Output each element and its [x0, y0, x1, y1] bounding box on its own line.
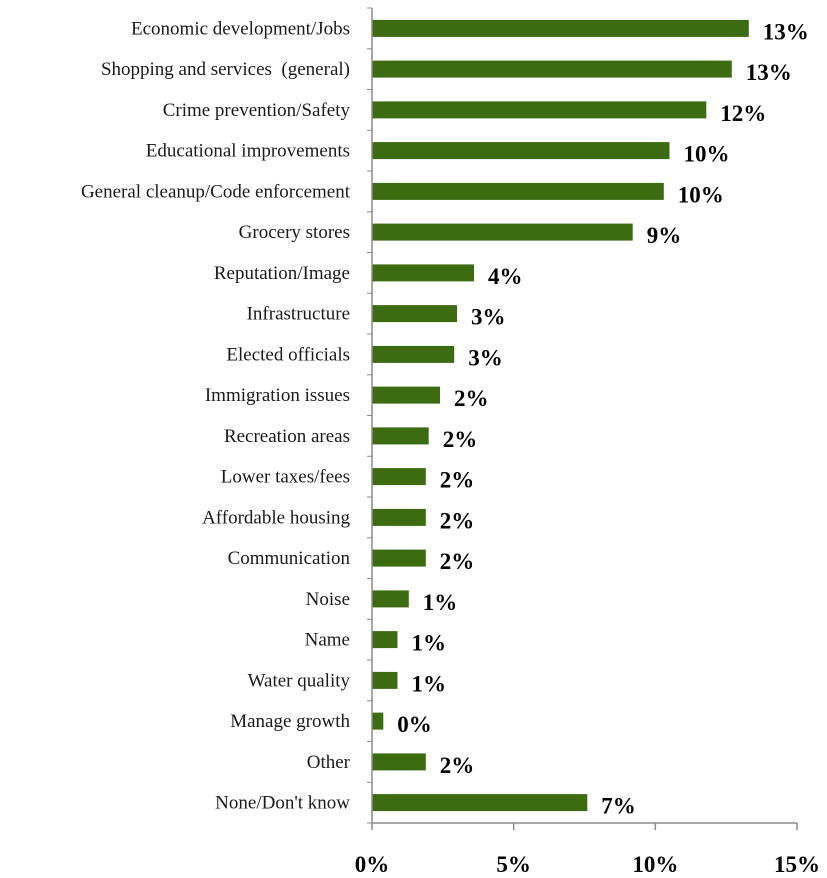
bars-layer — [372, 19, 749, 812]
data-label: 10% — [684, 142, 730, 167]
data-label: 2% — [440, 549, 475, 574]
data-label: 7% — [601, 794, 636, 819]
bar-17 — [372, 712, 384, 730]
bar-12 — [372, 508, 426, 526]
data-label: 10% — [678, 182, 724, 207]
data-label: 3% — [471, 305, 506, 330]
category-label: Noise — [306, 589, 350, 610]
data-label: 1% — [423, 590, 458, 615]
bar-11 — [372, 468, 426, 486]
data-label: 12% — [720, 101, 766, 126]
bar-0 — [372, 19, 749, 37]
bar-2 — [372, 101, 707, 119]
category-label: Affordable housing — [202, 507, 350, 528]
data-label: 2% — [440, 468, 475, 493]
data-label: 2% — [443, 427, 478, 452]
labels-layer: Economic development/Jobs 13% Shopping and… — [81, 18, 820, 877]
data-label: 13% — [746, 60, 792, 85]
bar-7 — [372, 305, 457, 323]
category-label: Name — [305, 630, 350, 651]
data-label: 2% — [454, 386, 489, 411]
bar-1 — [372, 60, 732, 78]
category-label: Elected officials — [226, 344, 350, 365]
category-label: Crime prevention/Safety — [163, 100, 351, 121]
bar-4 — [372, 182, 664, 200]
bar-16 — [372, 671, 398, 689]
data-label: 1% — [412, 631, 447, 656]
bar-19 — [372, 794, 588, 812]
category-label: Recreation areas — [224, 426, 350, 447]
x-tick-label: 0% — [355, 852, 390, 877]
bar-8 — [372, 345, 455, 363]
bar-10 — [372, 427, 429, 445]
category-label: Communication — [228, 548, 351, 569]
x-tick-label: 15% — [774, 852, 820, 877]
category-label: Educational improvements — [146, 141, 350, 162]
category-label: Reputation/Image — [214, 263, 350, 284]
bar-3 — [372, 142, 670, 160]
category-label: Other — [307, 752, 351, 773]
bar-15 — [372, 631, 398, 649]
category-label: Grocery stores — [239, 222, 350, 243]
x-tick-label: 10% — [632, 852, 678, 877]
data-label: 1% — [412, 671, 447, 696]
data-label: 3% — [468, 345, 503, 370]
category-label: None/Don't know — [215, 793, 350, 814]
bar-9 — [372, 386, 440, 404]
data-label: 13% — [763, 19, 809, 44]
category-label: Shopping and services (general) — [101, 59, 350, 80]
category-label: Manage growth — [230, 711, 350, 732]
category-label: Infrastructure — [247, 304, 350, 325]
axis-layer — [367, 7, 798, 830]
category-label: Water quality — [248, 670, 351, 691]
category-label: Lower taxes/fees — [221, 467, 350, 488]
bar-14 — [372, 590, 409, 608]
data-label: 2% — [440, 753, 475, 778]
bar-6 — [372, 264, 474, 282]
bar-5 — [372, 223, 633, 241]
data-label: 0% — [397, 712, 432, 737]
x-tick-label: 5% — [496, 852, 531, 877]
bar-18 — [372, 753, 426, 771]
data-label: 2% — [440, 508, 475, 533]
category-label: General cleanup/Code enforcement — [81, 181, 351, 202]
category-label: Economic development/Jobs — [131, 18, 350, 39]
bar-13 — [372, 549, 426, 567]
data-label: 4% — [488, 264, 523, 289]
data-label: 9% — [647, 223, 682, 248]
category-label: Immigration issues — [205, 385, 350, 406]
